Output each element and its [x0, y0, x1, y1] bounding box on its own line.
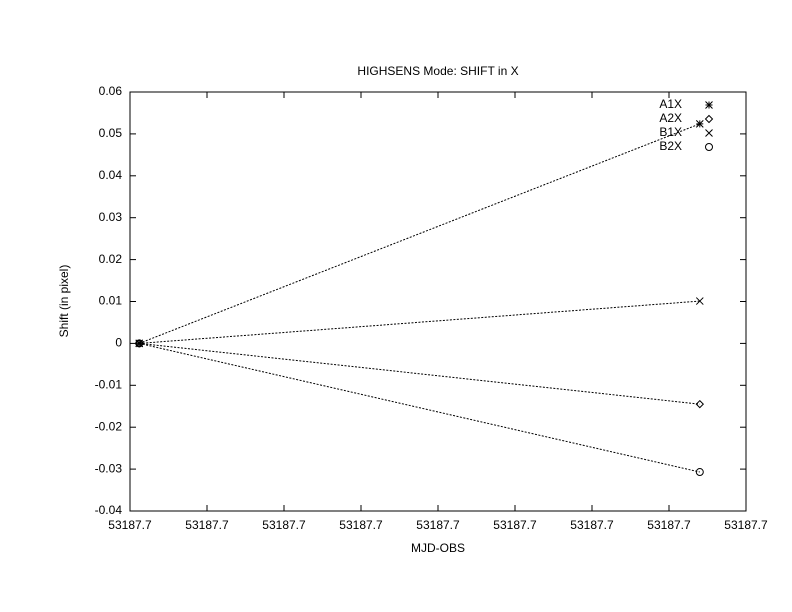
marker — [135, 339, 144, 348]
y-tick-label: -0.04 — [95, 503, 123, 517]
series-line — [139, 300, 700, 344]
y-tick-label: -0.03 — [95, 461, 123, 475]
y-tick-label: -0.02 — [95, 419, 123, 433]
x-tick-label: 53187.7 — [339, 518, 383, 532]
marker — [695, 297, 704, 305]
y-tick-label: 0.05 — [99, 126, 123, 140]
legend-marker — [705, 129, 713, 137]
y-tick-label: 0.06 — [99, 84, 123, 98]
y-tick-label: 0.03 — [99, 210, 123, 224]
legend-label: B1X — [659, 125, 682, 139]
legend-marker — [704, 114, 714, 124]
chart-title: HIGHSENS Mode: SHIFT in X — [357, 64, 518, 78]
y-tick-label: 0.04 — [99, 168, 123, 182]
x-tick-label: 53187.7 — [416, 518, 460, 532]
marker — [695, 399, 705, 409]
x-tick-label: 53187.7 — [724, 518, 768, 532]
legend-label: A2X — [659, 111, 682, 125]
plot-frame — [129, 91, 747, 512]
series-line — [139, 123, 700, 344]
x-tick-label: 53187.7 — [493, 518, 537, 532]
x-tick-label: 53187.7 — [185, 518, 229, 532]
y-tick-label: 0.02 — [99, 252, 123, 266]
x-tick-label: 53187.7 — [108, 518, 152, 532]
x-tick-label: 53187.7 — [570, 518, 614, 532]
y-tick-label: 0 — [115, 336, 122, 350]
legend-marker — [705, 101, 713, 109]
x-axis-label: MJD-OBS — [411, 541, 465, 555]
marker — [695, 468, 704, 477]
series-line — [139, 342, 700, 405]
y-axis-label: Shift (in pixel) — [57, 265, 71, 338]
x-tick-label: 53187.7 — [647, 518, 691, 532]
marker — [695, 119, 704, 128]
legend-label: B2X — [659, 139, 682, 153]
x-tick-label: 53187.7 — [262, 518, 306, 532]
series-line — [139, 342, 700, 473]
legend-marker — [705, 143, 714, 151]
legend-label: A1X — [659, 97, 682, 111]
y-tick-label: -0.01 — [95, 377, 123, 391]
y-tick-label: 0.01 — [99, 294, 123, 308]
